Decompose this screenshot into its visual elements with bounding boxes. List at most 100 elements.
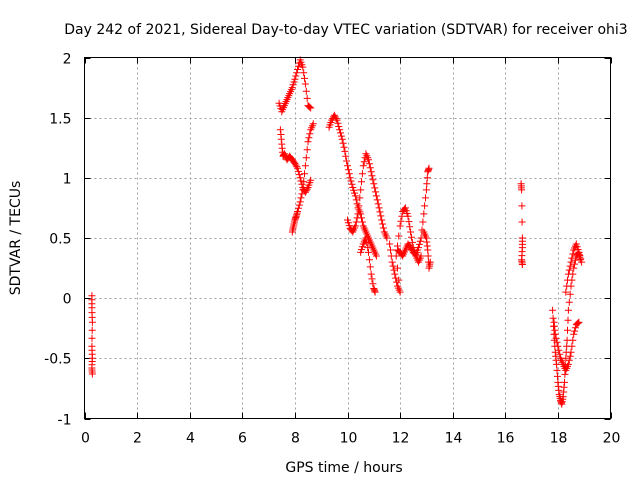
data-point bbox=[368, 172, 376, 180]
data-point bbox=[355, 202, 363, 210]
data-point bbox=[305, 134, 313, 142]
data-point bbox=[344, 162, 351, 170]
data-point bbox=[364, 244, 372, 252]
data-point bbox=[294, 164, 301, 172]
data-point bbox=[304, 138, 312, 146]
data-point bbox=[357, 186, 365, 194]
data-point bbox=[571, 324, 579, 332]
data-point bbox=[371, 288, 379, 296]
data-point bbox=[553, 360, 561, 368]
data-point bbox=[369, 176, 377, 184]
data-point bbox=[338, 135, 346, 143]
data-point bbox=[411, 250, 419, 258]
data-point bbox=[396, 288, 404, 296]
data-point bbox=[334, 119, 342, 127]
data-point bbox=[347, 177, 355, 185]
x-tick-label: 14 bbox=[445, 431, 463, 447]
data-point bbox=[571, 327, 579, 335]
data-point bbox=[423, 180, 431, 188]
data-point bbox=[379, 220, 387, 228]
data-point bbox=[295, 171, 303, 179]
data-point bbox=[398, 212, 406, 220]
data-point bbox=[309, 120, 317, 128]
y-tick-label: 1.5 bbox=[49, 112, 71, 128]
data-point bbox=[301, 170, 308, 178]
data-point bbox=[88, 326, 96, 334]
data-point bbox=[420, 210, 428, 218]
data-point bbox=[567, 348, 575, 356]
data-point bbox=[383, 234, 391, 242]
data-point bbox=[303, 94, 311, 102]
data-point bbox=[370, 180, 378, 188]
x-tick-label: 12 bbox=[392, 431, 410, 447]
x-tick-label: 18 bbox=[550, 431, 568, 447]
data-point bbox=[388, 258, 396, 266]
chart-title: Day 242 of 2021, Sidereal Day-to-day VTE… bbox=[64, 22, 627, 38]
data-point bbox=[518, 218, 526, 226]
data-point bbox=[568, 342, 576, 350]
data-point bbox=[407, 244, 415, 252]
data-point bbox=[367, 168, 375, 176]
data-point bbox=[306, 130, 314, 138]
data-point bbox=[549, 314, 557, 322]
data-point bbox=[302, 154, 310, 162]
data-point bbox=[295, 201, 303, 209]
data-point bbox=[365, 248, 372, 256]
data-point bbox=[88, 318, 96, 326]
data-point bbox=[363, 239, 371, 247]
data-point bbox=[344, 166, 352, 174]
data-point bbox=[575, 248, 583, 256]
data-point bbox=[291, 159, 299, 167]
data-point bbox=[367, 270, 375, 278]
data-point bbox=[564, 326, 571, 334]
data-point bbox=[397, 217, 405, 225]
y-tick-label: -1 bbox=[58, 413, 72, 429]
data-point bbox=[564, 270, 572, 278]
data-point bbox=[306, 103, 314, 111]
data-point bbox=[372, 192, 380, 200]
data-point bbox=[553, 338, 561, 346]
data-point bbox=[404, 212, 412, 220]
data-point bbox=[298, 190, 306, 198]
data-point bbox=[336, 126, 344, 134]
data-point bbox=[301, 80, 309, 88]
data-point bbox=[352, 218, 360, 226]
grid bbox=[84, 57, 611, 419]
data-point bbox=[307, 104, 315, 112]
data-point bbox=[342, 152, 350, 160]
y-tick-label: 2 bbox=[63, 52, 72, 68]
data-point bbox=[351, 222, 359, 230]
data-point bbox=[425, 164, 433, 172]
data-point bbox=[373, 196, 381, 204]
data-point bbox=[293, 69, 301, 77]
data-point bbox=[424, 246, 432, 254]
data-point bbox=[578, 258, 586, 266]
data-point bbox=[573, 320, 581, 328]
data-point bbox=[372, 188, 380, 196]
data-point bbox=[391, 270, 399, 278]
data-point bbox=[566, 262, 574, 270]
y-tick-label: 0.5 bbox=[49, 232, 71, 248]
data-point bbox=[419, 218, 427, 226]
data-point bbox=[348, 180, 356, 188]
data-point bbox=[565, 298, 573, 306]
data-point bbox=[356, 194, 364, 202]
data-point bbox=[564, 360, 572, 368]
data-point bbox=[330, 111, 338, 119]
x-tick-label: 4 bbox=[186, 431, 195, 447]
data-point bbox=[518, 261, 526, 268]
data-point bbox=[553, 366, 561, 374]
data-point bbox=[551, 330, 559, 338]
data-point bbox=[335, 123, 343, 130]
data-point bbox=[358, 178, 365, 186]
data-point bbox=[362, 234, 370, 242]
data-point bbox=[395, 276, 403, 284]
x-tick-label: 0 bbox=[81, 431, 90, 447]
data-point bbox=[296, 174, 304, 182]
data-point bbox=[294, 204, 302, 212]
data-point bbox=[296, 198, 304, 206]
data-point bbox=[291, 75, 299, 83]
data-point bbox=[368, 275, 376, 283]
data-point bbox=[351, 192, 359, 200]
